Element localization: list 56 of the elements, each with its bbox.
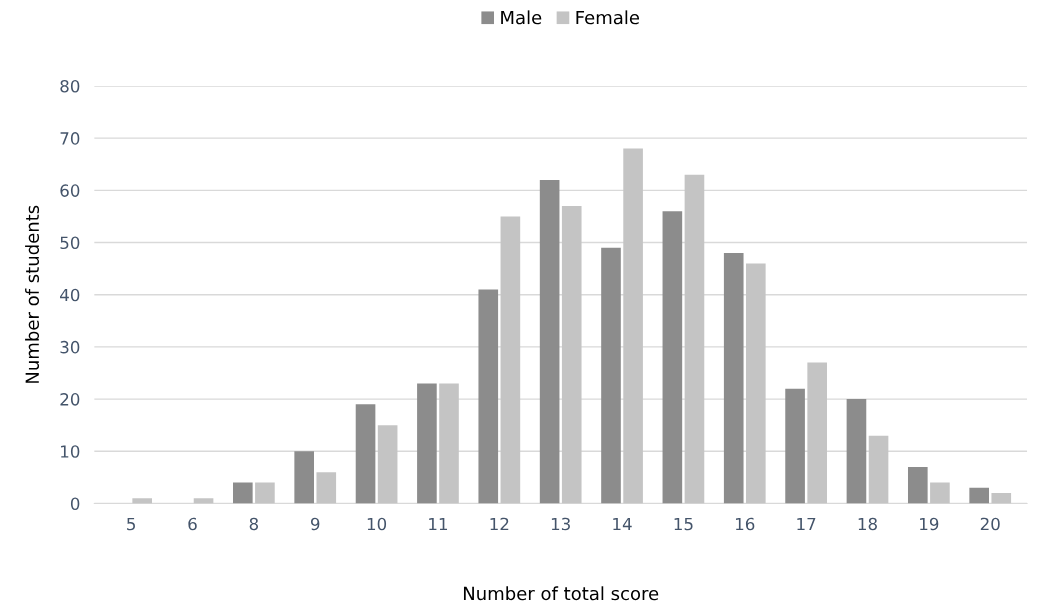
x-tick-label: 9 bbox=[310, 517, 320, 531]
x-tick-label: 20 bbox=[980, 517, 1000, 531]
x-tick-label: 11 bbox=[429, 517, 448, 531]
x-tick-label: 17 bbox=[797, 517, 816, 531]
y-tick-label: 20 bbox=[60, 393, 80, 406]
x-tick-label: 19 bbox=[920, 517, 939, 531]
x-tick-label: 16 bbox=[736, 517, 755, 531]
y-tick-label: 10 bbox=[61, 445, 80, 458]
bar bbox=[193, 498, 214, 504]
bar bbox=[561, 206, 582, 504]
bar bbox=[846, 399, 867, 504]
legend-label: Male bbox=[501, 10, 542, 25]
bar bbox=[908, 466, 928, 504]
x-tick-label: 5 bbox=[127, 517, 135, 531]
legend-label: Female bbox=[576, 10, 640, 25]
bar bbox=[746, 263, 766, 504]
x-tick-label: 13 bbox=[551, 517, 570, 531]
y-tick-label: 60 bbox=[60, 184, 80, 197]
bar bbox=[684, 174, 705, 504]
bar bbox=[969, 487, 989, 504]
x-tick-label: 14 bbox=[613, 517, 632, 531]
bar bbox=[233, 482, 253, 504]
bar bbox=[377, 425, 398, 504]
x-tick-label: 12 bbox=[490, 517, 509, 531]
bar bbox=[294, 451, 314, 504]
y-axis-title: Number of students bbox=[25, 205, 40, 383]
y-tick-label: 70 bbox=[60, 132, 80, 145]
x-tick-label: 18 bbox=[858, 517, 877, 531]
y-tick-label: 50 bbox=[60, 236, 80, 250]
x-tick-label: 15 bbox=[674, 517, 693, 531]
bar bbox=[316, 472, 337, 504]
bar bbox=[623, 148, 643, 504]
x-tick-label: 10 bbox=[367, 517, 387, 531]
bar bbox=[930, 482, 950, 504]
bar bbox=[723, 252, 744, 504]
y-tick-label: 0 bbox=[70, 497, 80, 511]
bar bbox=[785, 388, 805, 504]
bar bbox=[601, 247, 621, 504]
bar bbox=[417, 383, 437, 504]
bar bbox=[662, 211, 683, 504]
bar bbox=[478, 289, 499, 504]
bar bbox=[868, 435, 889, 504]
bar bbox=[255, 482, 275, 504]
y-tick-label: 30 bbox=[60, 340, 80, 354]
x-tick-label: 8 bbox=[249, 517, 259, 531]
y-tick-label: 40 bbox=[60, 288, 80, 302]
bar bbox=[132, 498, 152, 504]
bar bbox=[807, 362, 827, 504]
bar bbox=[991, 493, 1012, 504]
bar bbox=[439, 383, 459, 504]
x-axis-title: Number of total score bbox=[463, 586, 659, 601]
bar bbox=[355, 404, 376, 504]
bar bbox=[500, 216, 521, 504]
bar bbox=[539, 179, 560, 504]
y-tick-label: 80 bbox=[60, 79, 80, 93]
x-tick-label: 6 bbox=[188, 517, 197, 531]
